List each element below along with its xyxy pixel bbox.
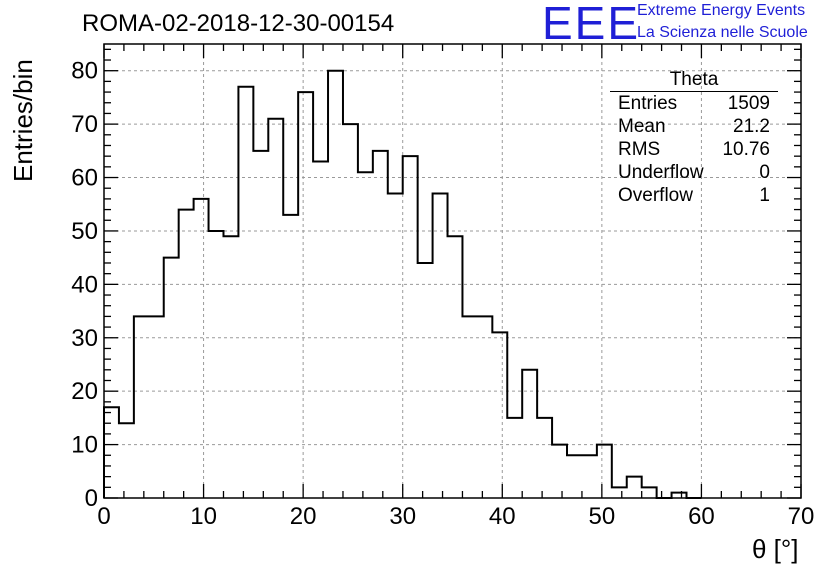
eee-logo: EEE: [542, 0, 641, 49]
histogram-bin: [388, 194, 403, 498]
histogram-bin: [134, 316, 149, 498]
y-tick-label: 40: [71, 271, 98, 298]
x-tick-label: 70: [788, 503, 815, 530]
x-tick-label: 30: [389, 503, 416, 530]
stats-row-entries: Entries 1509: [610, 92, 778, 115]
x-tick-label: 20: [290, 503, 317, 530]
y-tick-label: 60: [71, 165, 98, 192]
y-tick-label: 20: [71, 378, 98, 405]
histogram-bin: [612, 487, 627, 498]
histogram-bin: [253, 151, 268, 498]
histogram-bin: [313, 162, 328, 498]
stats-row-overflow: Overflow 1: [610, 184, 778, 207]
histogram-bin: [298, 92, 313, 498]
histogram-bars: [103, 69, 702, 499]
stats-value: 10.76: [722, 139, 770, 160]
histogram-bin: [119, 423, 134, 498]
stats-label: Entries: [618, 93, 678, 114]
histogram-bin: [238, 87, 253, 498]
y-tick-label: 50: [71, 218, 98, 245]
stats-box: Theta Entries 1509 Mean 21.2 RMS 10.76 U…: [610, 70, 778, 207]
x-tick-label: 40: [489, 503, 516, 530]
axis-ticks: [103, 44, 802, 499]
histogram-bin: [433, 194, 448, 498]
histogram-bin: [492, 332, 507, 498]
histogram-bin: [149, 316, 164, 498]
histogram-bin: [522, 370, 537, 498]
chart-title: ROMA-02-2018-12-30-00154: [82, 10, 395, 37]
histogram-bin: [343, 124, 358, 498]
x-tick-label: 50: [589, 503, 616, 530]
grid-lines: [104, 44, 801, 498]
y-tick-label: 0: [85, 485, 98, 512]
histogram-bin: [268, 119, 283, 498]
histogram-bin: [358, 172, 373, 498]
histogram-bin: [448, 236, 463, 498]
stats-label: Mean: [618, 116, 666, 137]
histogram-bin: [403, 156, 418, 498]
stats-value: 1509: [727, 93, 770, 114]
x-tick-label: 10: [190, 503, 217, 530]
histogram-bin: [642, 487, 657, 498]
histogram-bin: [283, 215, 298, 498]
stats-value: 1: [759, 185, 770, 206]
histogram-bin: [209, 231, 224, 498]
stats-row-mean: Mean 21.2: [610, 115, 778, 138]
histogram-bin: [104, 407, 119, 498]
plot-frame: [103, 43, 802, 499]
histogram-bin: [537, 418, 552, 498]
histogram-bin: [179, 210, 194, 498]
stats-label: RMS: [618, 139, 661, 160]
stats-row-rms: RMS 10.76: [610, 138, 778, 161]
histogram-bin: [627, 477, 642, 498]
x-axis-label: θ [°]: [752, 534, 799, 564]
histogram-bin: [418, 263, 433, 498]
histogram-bin: [567, 455, 582, 498]
histogram-outline: [103, 69, 702, 499]
histogram-bin: [582, 455, 597, 498]
stats-value: 0: [759, 162, 770, 183]
histogram-bin: [373, 151, 388, 498]
stats-label: Underflow: [618, 162, 704, 183]
histogram-bin: [507, 418, 522, 498]
histogram-bin: [164, 258, 179, 498]
x-tick-label: 0: [97, 503, 110, 530]
x-tick-label: 60: [688, 503, 715, 530]
y-axis-label: Entries/bin: [8, 59, 38, 182]
logo-line-1: Extreme Energy Events: [637, 2, 806, 19]
stats-row-underflow: Underflow 0: [610, 161, 778, 184]
stats-label: Overflow: [618, 185, 693, 206]
histogram-bin: [223, 236, 238, 498]
histogram-bin: [462, 316, 477, 498]
y-tick-label: 30: [71, 325, 98, 352]
stats-value: 21.2: [733, 116, 770, 137]
histogram-bin: [477, 316, 492, 498]
histogram-bin: [194, 199, 209, 498]
y-tick-label: 70: [71, 111, 98, 138]
histogram-bin: [552, 445, 567, 498]
y-tick-label: 80: [71, 58, 98, 85]
y-tick-label: 10: [71, 432, 98, 459]
logo-line-2: La Scienza nelle Scuole: [637, 24, 808, 41]
histogram-bin: [597, 445, 612, 498]
stats-title: Theta: [610, 70, 778, 92]
